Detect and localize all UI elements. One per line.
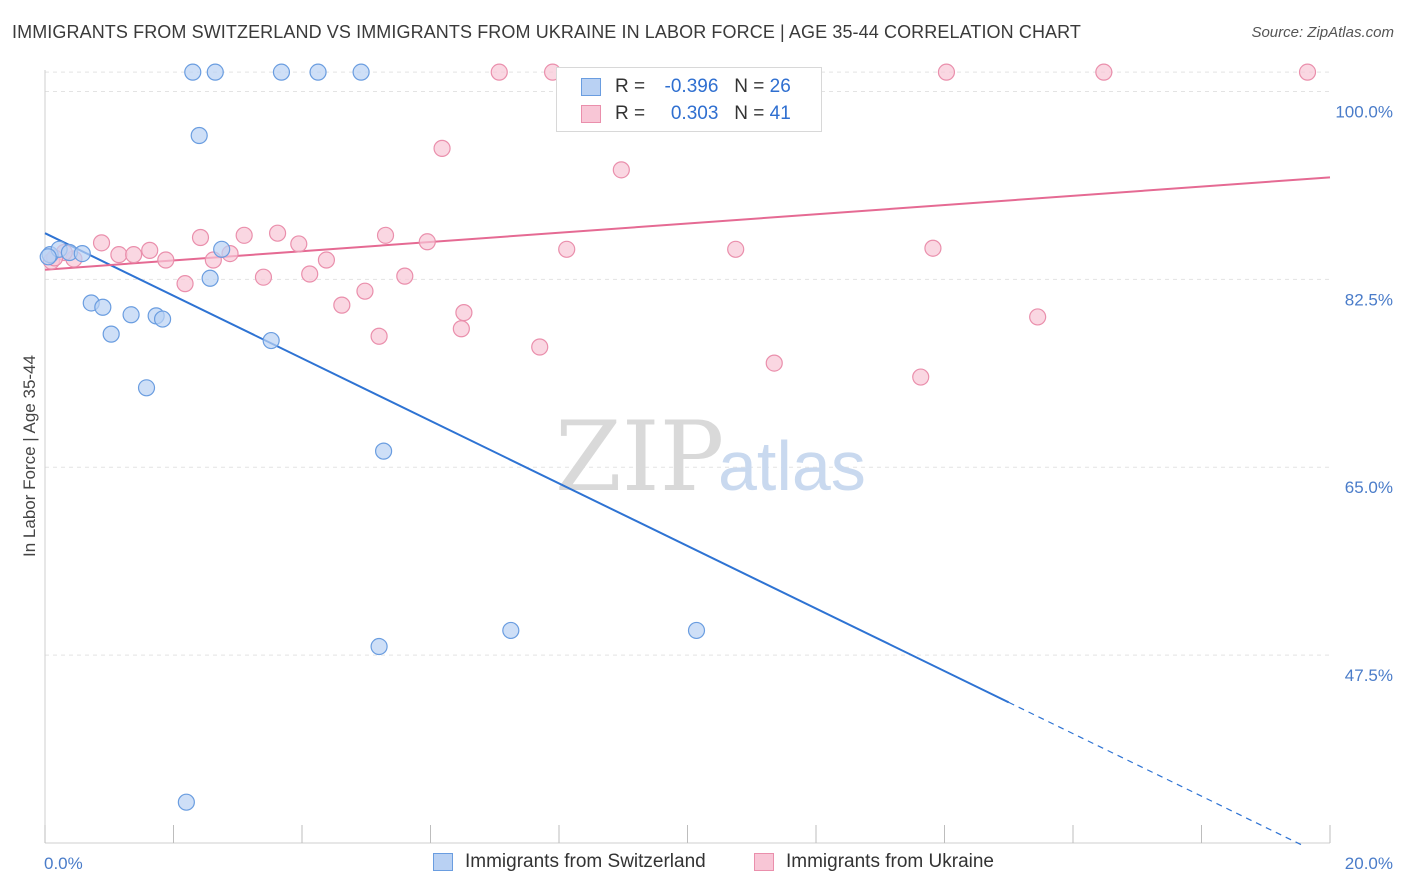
tick-labels: 100.0% 82.5% 65.0% 47.5% 0.0% 20.0% bbox=[44, 102, 1393, 873]
point-ukraine-22 bbox=[418, 233, 436, 251]
point-ukraine-30 bbox=[612, 161, 630, 179]
point-ukraine-12 bbox=[254, 268, 273, 286]
point-ukraine-3 bbox=[110, 246, 128, 264]
point-ukraine-21 bbox=[396, 267, 414, 285]
point-ukraine-15 bbox=[301, 265, 319, 283]
point-ukraine-37 bbox=[1095, 63, 1113, 81]
point-ukraine-20 bbox=[376, 226, 395, 244]
legend-n-value-pink: 41 bbox=[769, 103, 791, 124]
trend-line-switzerland-extrapolated bbox=[1008, 701, 1305, 847]
point-switzerland-21 bbox=[370, 637, 388, 656]
y-axis-label: In Labor Force | Age 35-44 bbox=[20, 355, 39, 557]
point-switzerland-24 bbox=[687, 621, 706, 640]
point-switzerland-7 bbox=[122, 306, 140, 324]
bottom-swatch-blue bbox=[433, 853, 453, 871]
y-tick-label-0: 100.0% bbox=[1335, 102, 1393, 121]
point-ukraine-27 bbox=[531, 338, 549, 356]
chart-title: IMMIGRANTS FROM SWITZERLAND VS IMMIGRANT… bbox=[12, 22, 1082, 42]
x-tick-label-1: 20.0% bbox=[1345, 854, 1393, 873]
point-switzerland-5 bbox=[94, 298, 112, 316]
point-switzerland-25 bbox=[39, 248, 57, 266]
point-switzerland-15 bbox=[206, 63, 224, 81]
point-ukraine-7 bbox=[176, 275, 194, 293]
legend-r-value-pink: 0.303 bbox=[670, 103, 719, 124]
stats-legend: R = -0.396 N = 26 R = 0.303 N = 41 bbox=[556, 67, 822, 132]
point-ukraine-5 bbox=[141, 241, 159, 259]
legend-row-ukraine: R = 0.303 N = 41 bbox=[581, 103, 791, 125]
point-switzerland-14 bbox=[201, 269, 219, 287]
point-switzerland-17 bbox=[262, 331, 280, 350]
point-ukraine-33 bbox=[912, 368, 930, 386]
point-ukraine-2 bbox=[92, 234, 111, 252]
trend-line-switzerland bbox=[44, 232, 1010, 704]
point-switzerland-19 bbox=[309, 63, 327, 81]
point-ukraine-13 bbox=[268, 224, 287, 242]
point-ukraine-34 bbox=[924, 239, 942, 257]
y-tick-label-2: 65.0% bbox=[1345, 478, 1393, 497]
x-tick-label-0: 0.0% bbox=[44, 854, 83, 873]
bottom-legend-label-blue: Immigrants from Switzerland bbox=[465, 851, 706, 872]
legend-r-label-blue: R = bbox=[615, 76, 646, 97]
point-switzerland-18 bbox=[272, 63, 291, 81]
point-ukraine-38 bbox=[1298, 63, 1317, 81]
bottom-legend-ukraine: Immigrants from Ukraine bbox=[754, 851, 994, 873]
point-ukraine-24 bbox=[452, 320, 470, 338]
point-switzerland-3 bbox=[73, 244, 91, 263]
point-ukraine-4 bbox=[125, 246, 143, 264]
legend-row-switzerland: R = -0.396 N = 26 bbox=[581, 76, 791, 98]
grid-lines bbox=[45, 71, 1330, 656]
point-ukraine-23 bbox=[433, 139, 451, 157]
point-switzerland-16 bbox=[213, 240, 231, 258]
point-ukraine-26 bbox=[490, 63, 508, 81]
point-ukraine-35 bbox=[937, 63, 956, 81]
point-ukraine-19 bbox=[370, 327, 388, 345]
point-ukraine-25 bbox=[455, 304, 473, 322]
point-switzerland-13 bbox=[190, 126, 208, 145]
trend-line-ukraine bbox=[44, 176, 1331, 271]
data-points bbox=[39, 63, 1317, 811]
y-tick-label-1: 82.5% bbox=[1345, 290, 1393, 309]
point-switzerland-20 bbox=[352, 63, 370, 81]
legend-n-label-pink: N = bbox=[734, 103, 765, 124]
point-ukraine-6 bbox=[157, 251, 175, 269]
point-ukraine-11 bbox=[235, 226, 253, 244]
legend-swatch-blue bbox=[581, 78, 601, 96]
y-tick-label-3: 47.5% bbox=[1345, 666, 1393, 685]
point-switzerland-12 bbox=[184, 63, 202, 81]
legend-n-value-blue: 26 bbox=[769, 76, 791, 97]
point-ukraine-14 bbox=[290, 235, 308, 253]
bottom-legend-switzerland: Immigrants from Switzerland bbox=[433, 851, 706, 873]
point-switzerland-6 bbox=[102, 325, 120, 343]
point-ukraine-36 bbox=[1029, 308, 1047, 326]
point-ukraine-31 bbox=[727, 240, 745, 258]
point-switzerland-11 bbox=[177, 793, 195, 811]
legend-r-value-blue: -0.396 bbox=[664, 76, 719, 97]
watermark-atlas: atlas bbox=[718, 427, 866, 505]
point-ukraine-16 bbox=[317, 251, 336, 269]
legend-r-label-pink: R = bbox=[615, 103, 646, 124]
legend-n-label-blue: N = bbox=[734, 76, 765, 97]
point-switzerland-10 bbox=[153, 310, 172, 328]
point-ukraine-17 bbox=[333, 296, 351, 314]
trend-lines bbox=[44, 176, 1331, 847]
point-ukraine-29 bbox=[558, 240, 576, 258]
watermark-zip: ZIP bbox=[555, 401, 724, 513]
point-switzerland-8 bbox=[137, 379, 156, 397]
watermark: ZIP atlas bbox=[555, 401, 866, 513]
source-credit: Source: ZipAtlas.com bbox=[1251, 24, 1394, 41]
legend-swatch-pink bbox=[581, 105, 601, 123]
bottom-swatch-pink bbox=[754, 853, 774, 871]
point-ukraine-32 bbox=[765, 354, 783, 372]
bottom-legend-label-pink: Immigrants from Ukraine bbox=[786, 851, 994, 872]
point-ukraine-8 bbox=[191, 228, 210, 247]
axes bbox=[44, 70, 1331, 844]
point-switzerland-23 bbox=[502, 621, 520, 640]
point-switzerland-22 bbox=[374, 442, 393, 460]
point-ukraine-18 bbox=[356, 282, 374, 300]
